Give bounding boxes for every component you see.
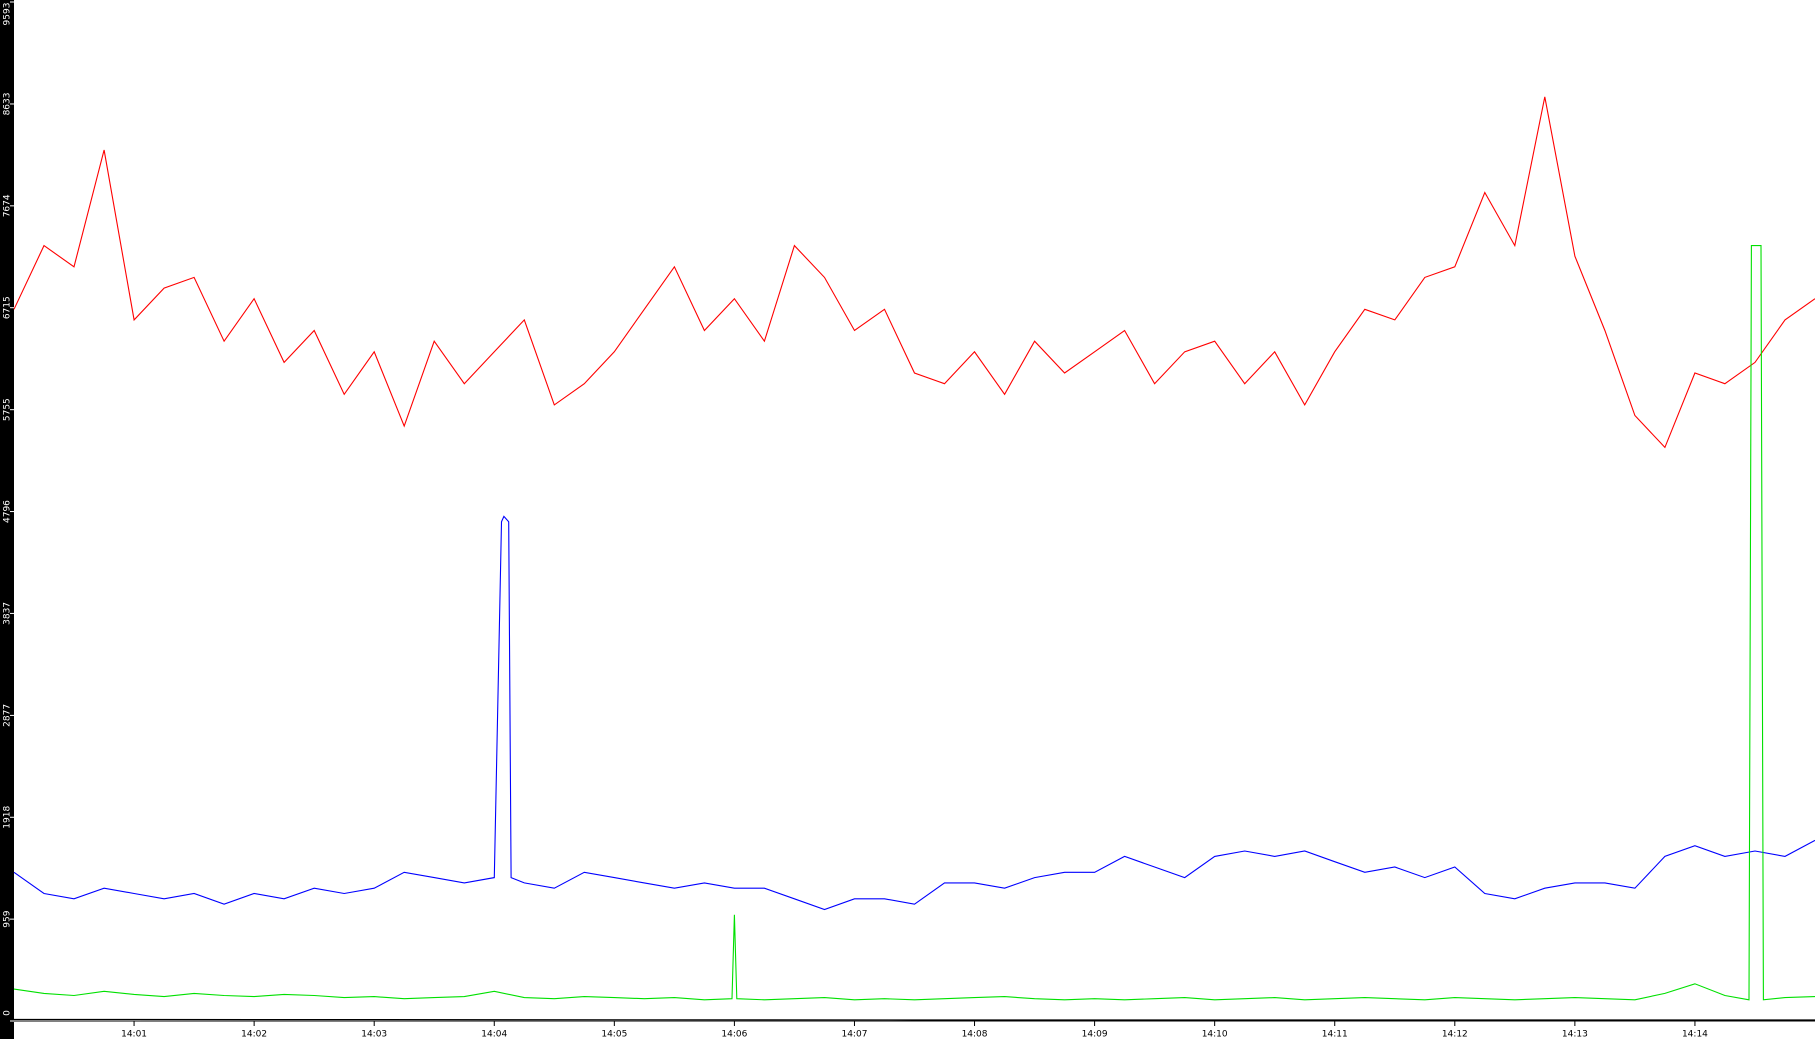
x-tick-label: 14:08 [962, 1030, 988, 1039]
x-tick-label: 14:11 [1322, 1030, 1348, 1039]
y-tick-label: 2877 [3, 704, 13, 727]
x-tick-label: 14:01 [121, 1030, 147, 1039]
x-tick-label: 14:10 [1202, 1030, 1228, 1039]
x-tick-label: 14:12 [1442, 1030, 1468, 1039]
y-tick-label: 5755 [3, 398, 13, 421]
x-tick-label: 14:07 [841, 1030, 867, 1039]
x-tick-label: 14:09 [1082, 1030, 1108, 1039]
series-line [13, 96, 1815, 449]
x-tick-label: 14:02 [241, 1030, 267, 1039]
y-tick-label: 7674 [3, 194, 13, 217]
x-tick-label: 14:14 [1682, 1030, 1708, 1039]
y-tick-label: 0 [3, 1010, 13, 1016]
y-tick-label: 3837 [3, 602, 13, 625]
y-tick-label: 9593 [3, 3, 13, 26]
y-tick-label: 8633 [3, 93, 13, 116]
y-axis-strip [0, 0, 14, 1039]
x-tick-label: 14:13 [1562, 1030, 1588, 1039]
series-line [13, 515, 1815, 911]
y-tick-label: 1918 [3, 806, 13, 829]
x-tick-label: 14:06 [721, 1030, 747, 1039]
y-tick-label: 4796 [3, 500, 13, 523]
series-line [13, 245, 1815, 1001]
y-tick-label: 6715 [3, 296, 13, 319]
x-tick-label: 14:03 [361, 1030, 387, 1039]
x-tick-label: 14:04 [481, 1030, 507, 1039]
x-tick-label: 14:05 [601, 1030, 627, 1039]
series-line [13, 1018, 1815, 1021]
y-tick-label: 959 [3, 910, 13, 927]
